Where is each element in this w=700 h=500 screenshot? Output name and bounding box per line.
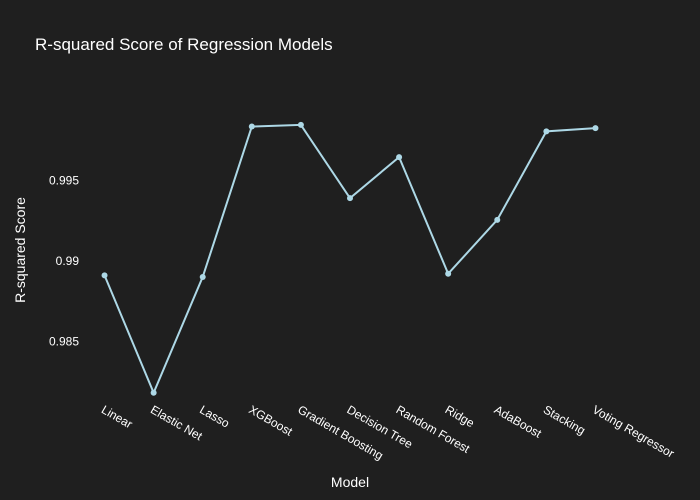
x-tick-label: Voting Regressor [590, 402, 677, 460]
data-point[interactable] [494, 216, 501, 223]
data-point[interactable] [101, 272, 108, 279]
x-tick-label: Stacking [541, 402, 588, 437]
y-tick-label: 0.985 [49, 334, 79, 348]
x-tick-label: Elastic Net [148, 402, 205, 443]
y-tick-labels: 0.985 0.99 0.995 [49, 173, 79, 348]
y-tick-label: 0.99 [56, 254, 80, 268]
data-point[interactable] [445, 270, 452, 277]
x-tick-label: AdaBoost [492, 402, 545, 440]
y-tick-label: 0.995 [49, 173, 79, 187]
x-tick-label: XGBoost [246, 402, 295, 438]
data-point[interactable] [297, 121, 304, 128]
chart-title: R-squared Score of Regression Models [35, 35, 333, 54]
data-point[interactable] [396, 154, 403, 161]
series [101, 121, 599, 396]
data-point[interactable] [150, 389, 157, 396]
data-point[interactable] [199, 273, 206, 280]
x-tick-label: Linear [99, 402, 135, 431]
x-tick-label: Gradient Boosting [295, 402, 385, 462]
data-point[interactable] [592, 125, 599, 132]
data-point[interactable] [248, 123, 255, 130]
x-tick-label: Ridge [443, 402, 477, 430]
y-axis-title: R-squared Score [12, 197, 28, 303]
series-line [103, 123, 596, 396]
x-axis-title: Model [331, 474, 369, 490]
x-tick-label: Lasso [197, 402, 232, 430]
data-point[interactable] [543, 128, 550, 135]
data-point[interactable] [347, 195, 353, 202]
